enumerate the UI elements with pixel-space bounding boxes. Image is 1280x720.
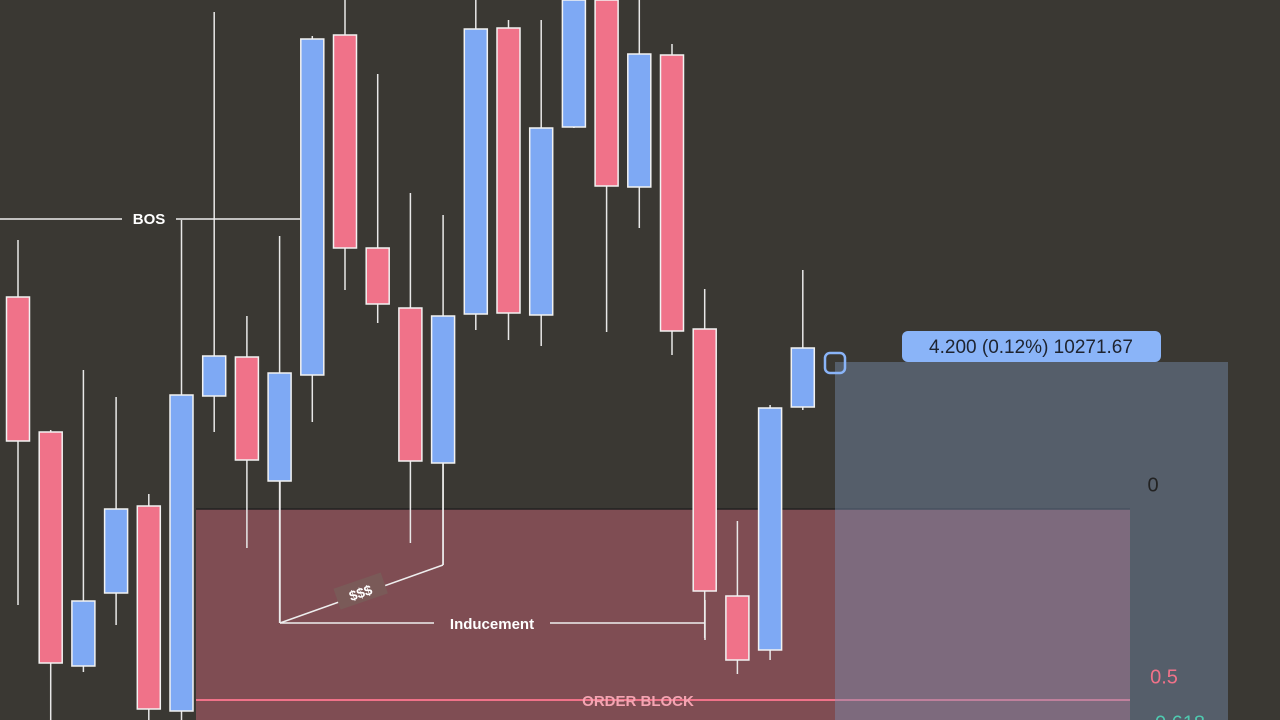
candle-body bbox=[659, 54, 685, 332]
candle-body bbox=[71, 600, 96, 667]
candle-body bbox=[594, 0, 619, 187]
drag-handle[interactable] bbox=[823, 351, 847, 375]
price-tag-label: 4.200 (0.12%) 10271.67 bbox=[929, 337, 1133, 358]
candle-body bbox=[136, 505, 162, 710]
fib-level: 0.5 bbox=[1150, 666, 1178, 688]
candle-body bbox=[496, 27, 521, 314]
price-tag bbox=[902, 331, 1161, 362]
inducement-label: Inducement bbox=[450, 616, 534, 633]
order-block-zone bbox=[196, 509, 1130, 720]
candle-body bbox=[5, 296, 31, 442]
order-block-label: ORDER BLOCK bbox=[582, 693, 694, 710]
liquidity-label: $$$ bbox=[347, 581, 374, 604]
candle-body bbox=[725, 595, 750, 661]
fib-box bbox=[835, 362, 1228, 720]
candle-body bbox=[790, 347, 816, 408]
candle-body bbox=[430, 315, 456, 464]
candle-body bbox=[201, 355, 227, 397]
candle-body bbox=[267, 372, 292, 482]
candle-body bbox=[463, 28, 489, 315]
candle-body bbox=[627, 53, 652, 188]
candle-body bbox=[300, 38, 325, 376]
fib-level: 0 bbox=[1147, 474, 1158, 496]
liquidity-label-bg bbox=[333, 572, 388, 610]
candle-body bbox=[398, 307, 423, 462]
candle-body bbox=[103, 508, 129, 594]
candle-body bbox=[234, 356, 260, 461]
candle-body bbox=[757, 407, 783, 651]
candle-body bbox=[169, 394, 194, 712]
candle-body bbox=[692, 328, 717, 592]
candle-body bbox=[332, 34, 358, 249]
fib-level: 0.618 bbox=[1155, 712, 1205, 720]
bos-label: BOS bbox=[133, 211, 166, 228]
candle-body bbox=[365, 247, 390, 305]
candle-body bbox=[561, 0, 587, 128]
candle-body bbox=[528, 127, 554, 316]
candles bbox=[5, 0, 816, 720]
candle-body bbox=[38, 431, 63, 664]
